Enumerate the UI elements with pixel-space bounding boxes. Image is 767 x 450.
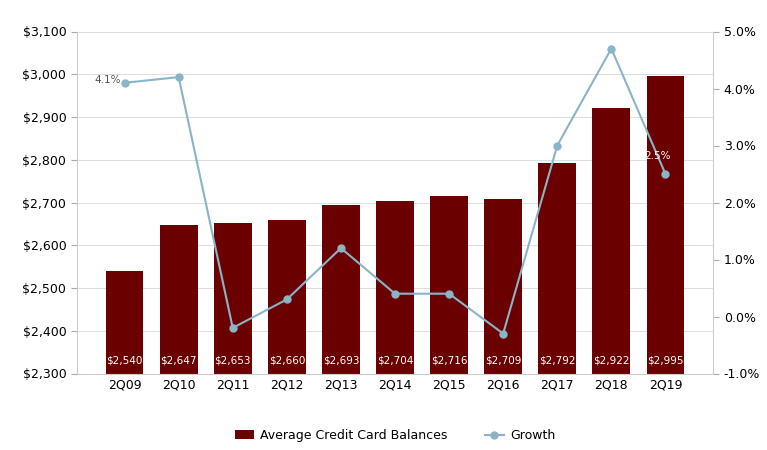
Text: $2,540: $2,540 [107, 356, 143, 366]
Text: $2,792: $2,792 [539, 356, 575, 366]
Text: $2,660: $2,660 [268, 356, 305, 366]
Bar [106, 271, 143, 450]
Bar [214, 223, 252, 450]
Text: $2,709: $2,709 [485, 356, 522, 366]
Bar [268, 220, 306, 450]
Text: $2,716: $2,716 [431, 356, 467, 366]
Text: $2,693: $2,693 [323, 356, 359, 366]
Text: 2.5%: 2.5% [644, 152, 670, 162]
Text: $2,647: $2,647 [160, 356, 197, 366]
Bar [484, 198, 522, 450]
Bar [647, 76, 684, 450]
Text: $2,922: $2,922 [593, 356, 630, 366]
Text: $2,995: $2,995 [647, 356, 683, 366]
Bar [538, 163, 576, 450]
Text: $2,704: $2,704 [377, 356, 413, 366]
Bar [592, 108, 630, 450]
Bar [160, 225, 198, 450]
Legend: Average Credit Card Balances, Growth: Average Credit Card Balances, Growth [230, 424, 560, 447]
Bar [430, 196, 468, 450]
Bar [376, 201, 414, 450]
Bar [322, 206, 360, 450]
Text: $2,653: $2,653 [215, 356, 251, 366]
Text: 4.1%: 4.1% [95, 75, 121, 85]
